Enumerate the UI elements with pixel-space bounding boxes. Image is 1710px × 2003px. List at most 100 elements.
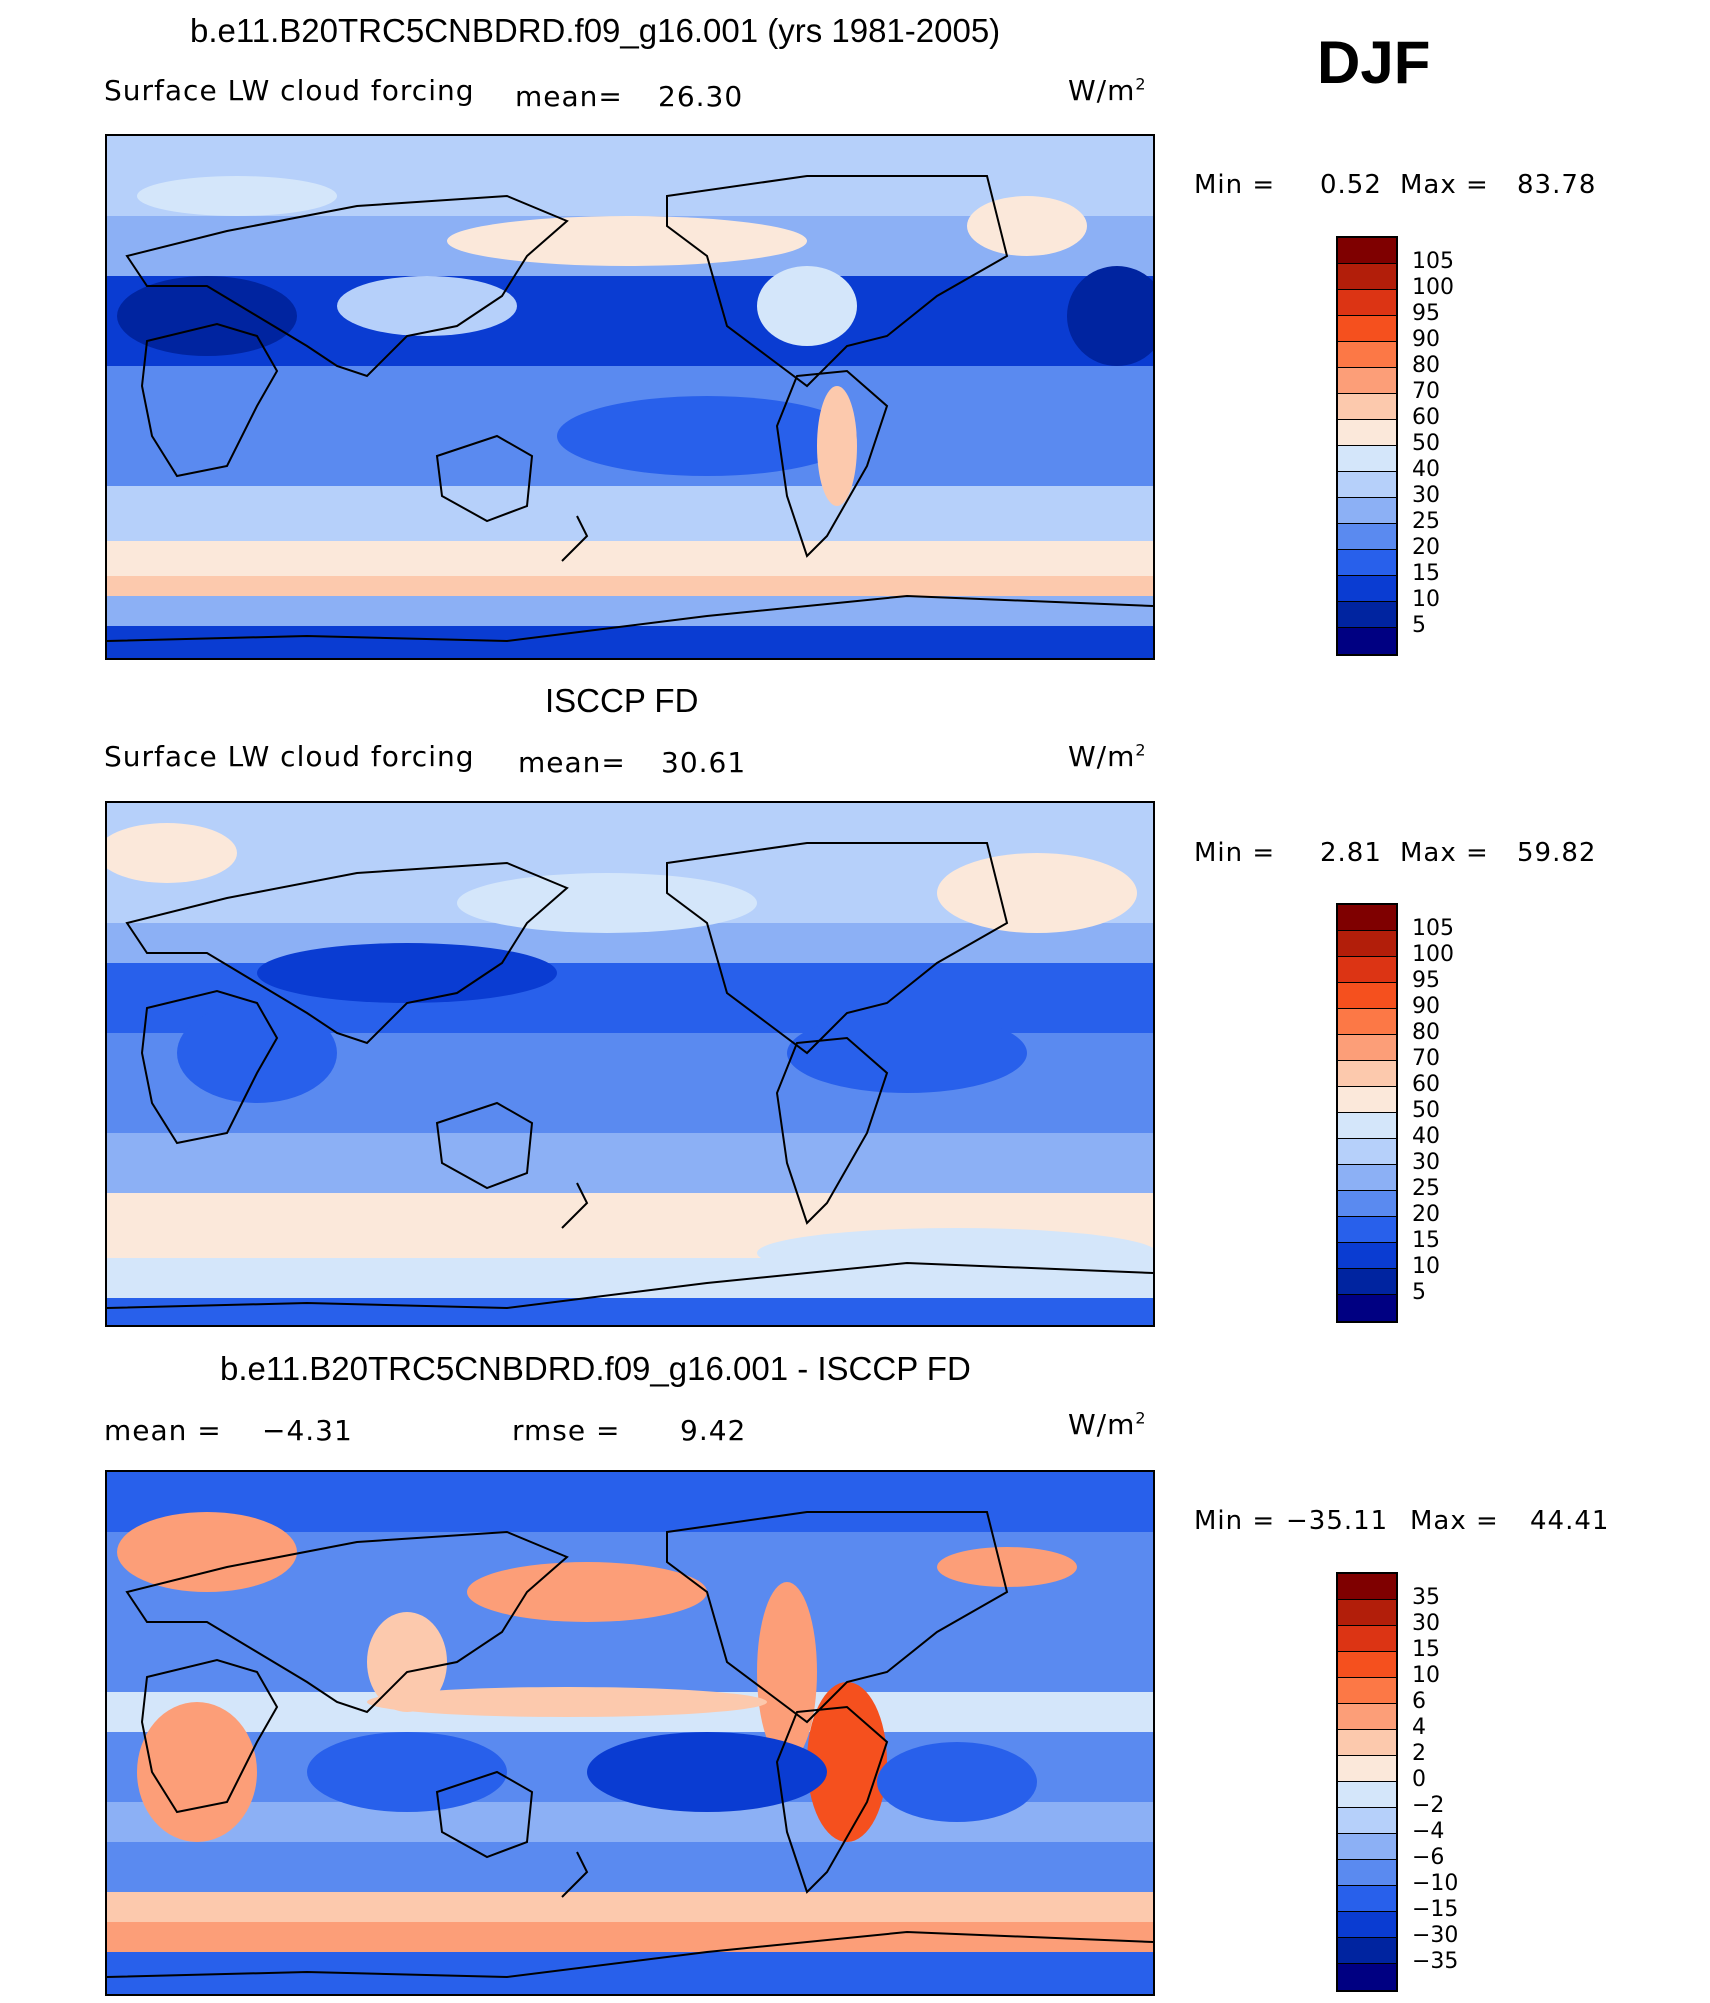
colorbar-swatch bbox=[1338, 931, 1396, 957]
panel3-rmse-label: rmse = bbox=[512, 1414, 621, 1447]
colorbar-level-label: −6 bbox=[1412, 1845, 1445, 1870]
colorbar-level-label: 105 bbox=[1412, 916, 1454, 941]
colorbar-level-label: 50 bbox=[1412, 1098, 1440, 1123]
colorbar-level-label: 60 bbox=[1412, 1072, 1440, 1097]
colorbar-swatch bbox=[1338, 498, 1396, 524]
colorbar-swatch bbox=[1338, 1009, 1396, 1035]
season-label: DJF bbox=[1317, 29, 1431, 96]
contour-region bbox=[137, 176, 337, 216]
contour-region bbox=[457, 873, 757, 933]
panel3-min-label: Min = bbox=[1194, 1506, 1276, 1536]
panel3-max-label: Max = bbox=[1410, 1506, 1499, 1536]
contour-band bbox=[107, 1133, 1153, 1193]
colorbar-swatch bbox=[1338, 1269, 1396, 1295]
colorbar-level-label: 10 bbox=[1412, 1254, 1440, 1279]
colorbar-swatch bbox=[1338, 550, 1396, 576]
colorbar-swatch bbox=[1338, 1886, 1396, 1912]
panel2-variable: Surface LW cloud forcing bbox=[104, 740, 475, 773]
colorbar-level-label: 10 bbox=[1412, 587, 1440, 612]
contour-region bbox=[117, 276, 297, 356]
contour-band bbox=[107, 1922, 1153, 1952]
colorbar-level-label: 80 bbox=[1412, 1020, 1440, 1045]
panel3-max-value: 44.41 bbox=[1530, 1506, 1610, 1536]
colorbar-level-label: −4 bbox=[1412, 1819, 1445, 1844]
colorbar-level-label: 25 bbox=[1412, 509, 1440, 534]
colorbar-level-label: 30 bbox=[1412, 1611, 1440, 1636]
colorbar-swatch bbox=[1338, 1295, 1396, 1321]
panel3-units: W/m2 bbox=[1068, 1408, 1147, 1441]
colorbar-swatch bbox=[1338, 1626, 1396, 1652]
colorbar-swatch bbox=[1338, 1243, 1396, 1269]
panel2-max-label: Max = bbox=[1400, 838, 1489, 868]
colorbar-swatch bbox=[1338, 368, 1396, 394]
contour-region bbox=[117, 1512, 297, 1592]
colorbar-level-label: 50 bbox=[1412, 431, 1440, 456]
colorbar-swatch bbox=[1338, 264, 1396, 290]
colorbar-level-label: 100 bbox=[1412, 275, 1454, 300]
coastline bbox=[107, 1511, 1153, 1979]
contour-region bbox=[967, 196, 1087, 256]
colorbar-level-label: 0 bbox=[1412, 1767, 1426, 1792]
contour-region bbox=[137, 1702, 257, 1842]
contour-region bbox=[787, 1013, 1027, 1093]
panel3-map bbox=[105, 1470, 1155, 1996]
colorbar-swatch bbox=[1338, 1860, 1396, 1886]
colorbar-swatch bbox=[1338, 1652, 1396, 1678]
colorbar-swatch bbox=[1338, 394, 1396, 420]
colorbar-swatch bbox=[1338, 420, 1396, 446]
colorbar-swatch bbox=[1338, 1964, 1396, 1990]
coastline bbox=[107, 842, 1153, 1310]
contour-region bbox=[107, 823, 237, 883]
contour-band bbox=[107, 1472, 1153, 1532]
colorbar-swatch bbox=[1338, 1756, 1396, 1782]
panel3-title: b.e11.B20TRC5CNBDRD.f09_g16.001 - ISCCP … bbox=[220, 1350, 971, 1387]
contour-region bbox=[937, 853, 1137, 933]
colorbar-swatch bbox=[1338, 1912, 1396, 1938]
colorbar-swatch bbox=[1338, 1061, 1396, 1087]
panel1-mean-value: 26.30 bbox=[658, 80, 744, 113]
panel1-min-label: Min = bbox=[1194, 170, 1276, 200]
colorbar-swatch bbox=[1338, 238, 1396, 264]
colorbar-level-label: 15 bbox=[1412, 1228, 1440, 1253]
panel2-colorbar bbox=[1336, 903, 1398, 1323]
colorbar-level-label: 20 bbox=[1412, 535, 1440, 560]
panel3-contour-field bbox=[107, 1472, 1153, 1994]
colorbar-level-label: 6 bbox=[1412, 1689, 1426, 1714]
colorbar-swatch bbox=[1338, 1938, 1396, 1964]
colorbar-swatch bbox=[1338, 983, 1396, 1009]
colorbar-level-label: −2 bbox=[1412, 1793, 1445, 1818]
panel1-map bbox=[105, 134, 1155, 660]
contour-region bbox=[307, 1732, 507, 1812]
panel2-min-label: Min = bbox=[1194, 838, 1276, 868]
colorbar-swatch bbox=[1338, 1191, 1396, 1217]
contour-band bbox=[107, 596, 1153, 626]
colorbar-level-label: 100 bbox=[1412, 942, 1454, 967]
colorbar-swatch bbox=[1338, 957, 1396, 983]
contour-region bbox=[177, 1003, 337, 1103]
contour-region bbox=[877, 1742, 1037, 1822]
contour-region bbox=[757, 1582, 817, 1762]
colorbar-level-label: 10 bbox=[1412, 1663, 1440, 1688]
panel1-max-value: 83.78 bbox=[1517, 170, 1597, 200]
contour-region bbox=[257, 943, 557, 1003]
colorbar-swatch bbox=[1338, 1782, 1396, 1808]
contour-region bbox=[1067, 266, 1153, 366]
panel2-units: W/m2 bbox=[1068, 740, 1147, 773]
panel2-mean-value: 30.61 bbox=[661, 746, 747, 779]
panel1-units: W/m2 bbox=[1068, 74, 1147, 107]
colorbar-level-label: 30 bbox=[1412, 483, 1440, 508]
panel2-map bbox=[105, 801, 1155, 1327]
contour-region bbox=[757, 1228, 1153, 1278]
colorbar-level-label: 70 bbox=[1412, 1046, 1440, 1071]
colorbar-swatch bbox=[1338, 1139, 1396, 1165]
colorbar-swatch bbox=[1338, 524, 1396, 550]
colorbar-swatch bbox=[1338, 576, 1396, 602]
colorbar-level-label: 20 bbox=[1412, 1202, 1440, 1227]
panel1-max-label: Max = bbox=[1400, 170, 1489, 200]
contour-region bbox=[467, 1562, 707, 1622]
colorbar-swatch bbox=[1338, 1834, 1396, 1860]
coastline bbox=[107, 175, 1153, 643]
colorbar-swatch bbox=[1338, 905, 1396, 931]
colorbar-swatch bbox=[1338, 1730, 1396, 1756]
colorbar-swatch bbox=[1338, 342, 1396, 368]
